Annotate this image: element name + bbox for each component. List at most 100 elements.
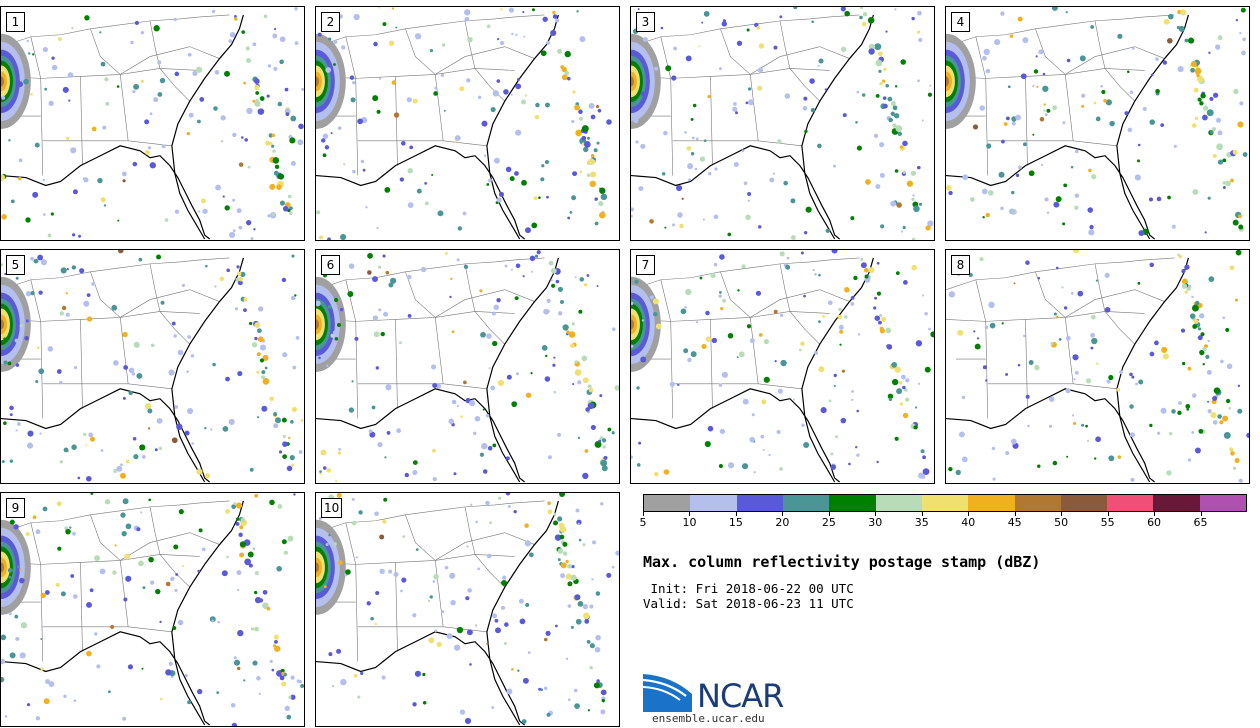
storm-cell <box>567 604 572 608</box>
storm-cell <box>88 432 94 438</box>
storm-cell <box>497 38 500 41</box>
storm-cell <box>1061 286 1064 289</box>
storm-cell <box>465 596 470 601</box>
storm-cell <box>385 270 390 275</box>
storm-cell <box>1237 121 1244 128</box>
storm-cell <box>721 371 728 378</box>
storm-cell <box>445 251 448 255</box>
storm-cell <box>1130 477 1135 482</box>
storm-cell <box>579 36 586 43</box>
storm-cell <box>188 112 194 118</box>
storm-cell <box>138 257 143 262</box>
member-number: 3 <box>636 12 655 32</box>
storm-cell <box>235 517 240 521</box>
storm-cell <box>1 460 5 464</box>
storm-cell <box>879 172 885 178</box>
storm-cell <box>220 139 224 143</box>
storm-cell <box>475 520 478 524</box>
storm-cell <box>239 552 245 558</box>
storm-cell <box>1219 420 1224 425</box>
storm-cell <box>26 703 31 707</box>
colorbar-tick <box>689 512 691 516</box>
storm-cell <box>331 684 335 688</box>
storm-cell <box>1108 455 1115 462</box>
storm-cell <box>1081 104 1085 108</box>
storm-cell <box>1229 265 1235 271</box>
storm-cell <box>511 668 514 671</box>
storm-cell <box>116 465 123 472</box>
storm-cell <box>237 666 241 671</box>
storm-cell <box>1198 428 1204 434</box>
storm-cell <box>757 67 764 73</box>
storm-cell <box>856 409 859 413</box>
storm-cell <box>748 87 752 91</box>
storm-cell <box>500 8 503 11</box>
state-border <box>1035 28 1066 75</box>
storm-cell <box>811 20 814 24</box>
storm-cell <box>692 103 697 108</box>
storm-cell <box>71 265 77 270</box>
storm-cell <box>615 550 619 556</box>
storm-cell <box>1 658 6 665</box>
storm-cell <box>590 171 597 178</box>
storm-cell <box>913 205 920 213</box>
storm-cell <box>904 388 908 392</box>
storm-cell <box>36 346 40 350</box>
storm-cell <box>1171 409 1176 414</box>
storm-cell <box>7 361 12 366</box>
storm-cell <box>542 16 548 22</box>
storm-cell <box>460 415 463 418</box>
storm-cell <box>655 323 662 330</box>
storm-cell <box>575 129 582 137</box>
storm-cell <box>1208 51 1211 54</box>
storm-cell <box>1155 88 1160 94</box>
storm-cell <box>727 232 732 237</box>
storm-cell <box>522 275 525 278</box>
storm-cell <box>581 135 587 141</box>
storm-cell <box>669 381 675 387</box>
storm-cell <box>406 274 412 280</box>
storm-cell <box>250 237 254 240</box>
storm-cell <box>773 45 778 50</box>
storm-cell <box>104 77 109 82</box>
storm-cell <box>979 257 984 262</box>
storm-cell <box>1187 366 1192 371</box>
colorbar-segment <box>921 495 969 511</box>
storm-cell <box>173 544 179 550</box>
storm-cell <box>1048 396 1055 402</box>
storm-cell <box>894 366 901 373</box>
storm-cell <box>676 184 683 192</box>
storm-cell <box>1226 363 1233 370</box>
storm-cell <box>555 624 558 628</box>
storm-cell <box>922 468 930 475</box>
storm-cell <box>773 309 778 314</box>
storm-cell <box>1056 315 1059 318</box>
storm-cell <box>467 588 472 593</box>
storm-cell <box>887 393 894 400</box>
storm-cell <box>879 313 883 318</box>
storm-cell <box>66 136 70 140</box>
storm-cell <box>1116 387 1121 392</box>
storm-cell <box>515 129 522 136</box>
storm-cell <box>157 60 162 65</box>
storm-cell <box>291 254 295 258</box>
storm-cell <box>139 444 146 451</box>
storm-cell <box>774 360 777 363</box>
storm-cell <box>590 114 596 120</box>
storm-cell <box>39 432 42 435</box>
storm-cell <box>550 279 553 282</box>
storm-cell <box>246 107 253 115</box>
colorbar-tick-label: 40 <box>961 516 976 529</box>
storm-cell <box>818 58 824 64</box>
storm-cell <box>72 189 78 195</box>
storm-cell <box>261 370 266 375</box>
storm-cell <box>521 179 527 186</box>
storm-cell <box>351 520 357 526</box>
storm-cell <box>1238 478 1243 483</box>
storm-cell <box>412 613 417 618</box>
storm-cell <box>148 498 152 502</box>
storm-cell <box>514 171 519 176</box>
storm-cell <box>290 694 296 700</box>
state-border <box>1 14 230 47</box>
storm-cell <box>113 360 119 366</box>
